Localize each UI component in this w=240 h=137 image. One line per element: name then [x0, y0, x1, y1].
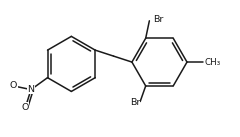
Text: N: N	[28, 85, 35, 94]
Text: Br: Br	[130, 98, 140, 107]
Text: O: O	[10, 81, 17, 90]
Text: O: O	[22, 103, 29, 112]
Text: CH₃: CH₃	[204, 58, 221, 67]
Text: Br: Br	[153, 15, 163, 24]
